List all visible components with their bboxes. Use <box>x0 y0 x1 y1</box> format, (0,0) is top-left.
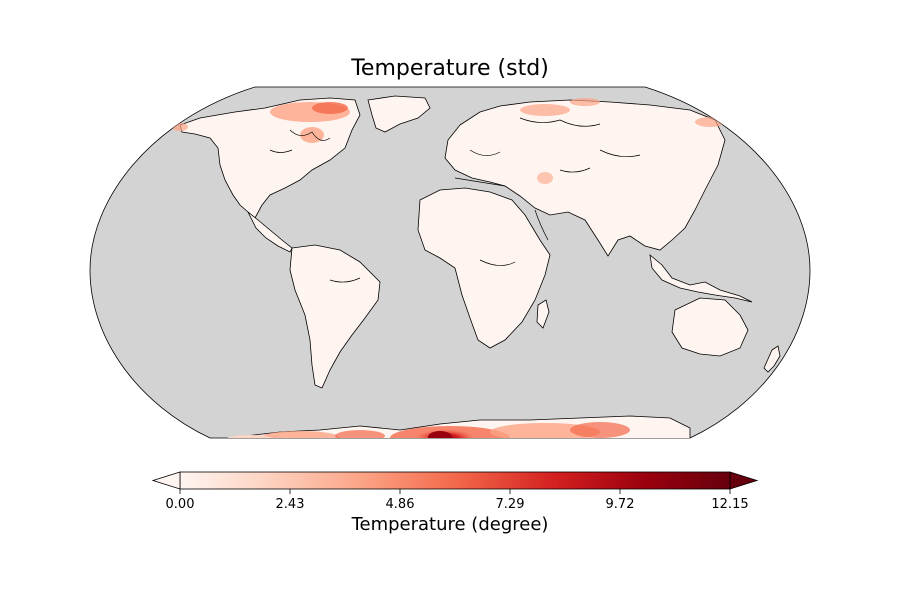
colorbar-tick-label: 7.29 <box>495 497 525 512</box>
colorbar-ticks <box>179 489 731 494</box>
land-greenland <box>367 95 431 133</box>
colorbar-label: Temperature (degree) <box>351 514 549 535</box>
land-central-america <box>247 211 293 253</box>
colorbar-tick-label: 4.86 <box>385 497 415 512</box>
land-australia <box>671 297 749 357</box>
colorbar-tick-label: 9.72 <box>605 497 635 512</box>
land-africa <box>417 187 551 349</box>
colorbar-tick-label: 2.43 <box>275 497 305 512</box>
land-southeast-asia <box>649 254 753 303</box>
land-eurasia <box>444 99 726 257</box>
land-madagascar <box>536 299 550 329</box>
land-south-america <box>289 244 381 389</box>
land-new-zealand <box>763 345 781 373</box>
colorbar-extend-max <box>729 471 759 490</box>
coastline-details <box>269 117 641 283</box>
antarctica-std-field <box>225 422 630 438</box>
colorbar-tick-label: 0.00 <box>165 497 195 512</box>
colorbar-tick-label: 12.15 <box>711 497 749 512</box>
figure-title: Temperature (std) <box>351 56 549 81</box>
colorbar <box>151 471 759 494</box>
colorbar-extend-min <box>151 471 181 490</box>
arctic-std-field <box>172 98 725 184</box>
